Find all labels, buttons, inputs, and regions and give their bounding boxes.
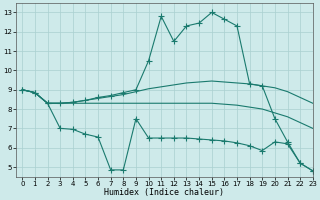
X-axis label: Humidex (Indice chaleur): Humidex (Indice chaleur): [104, 188, 224, 197]
